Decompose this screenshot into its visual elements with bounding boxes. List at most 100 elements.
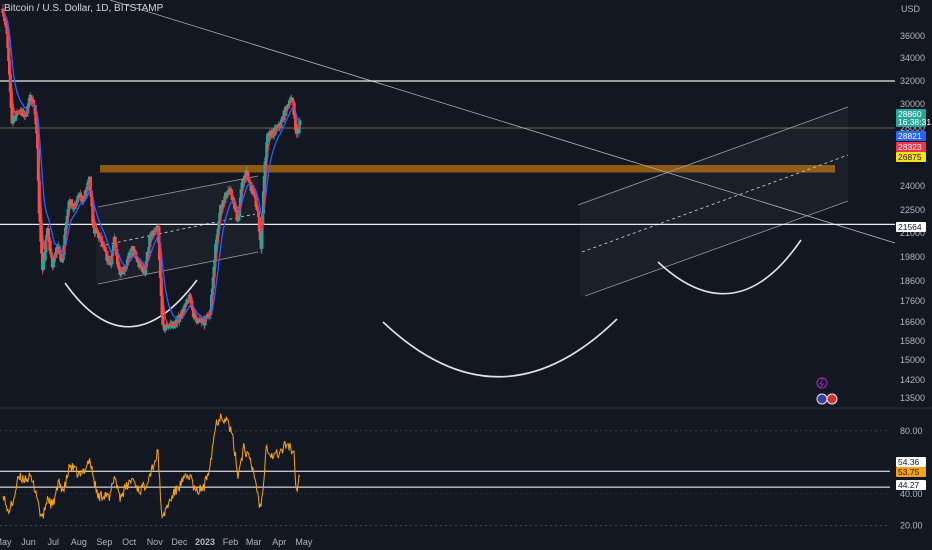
candle-body	[188, 294, 192, 298]
price-tag-label: 26875	[898, 152, 922, 162]
candle-body	[166, 327, 170, 329]
candle-body	[22, 116, 27, 118]
price-axis-label: 24000	[900, 181, 925, 191]
candle-body	[219, 205, 224, 207]
currency-label: USD	[901, 4, 921, 14]
candle-body	[156, 226, 160, 227]
price-tag-label: 21564	[898, 222, 922, 232]
candle-body	[257, 216, 262, 232]
price-axis-label: 17600	[900, 296, 925, 306]
candle-body	[29, 95, 33, 104]
time-axis-label: Nov	[147, 537, 164, 547]
candle-body	[158, 242, 162, 261]
candle-body	[13, 115, 17, 121]
supply-zone	[100, 165, 835, 173]
cup-arc	[657, 239, 802, 295]
candle-body	[206, 314, 210, 317]
rsi-tag-label: 54.36	[898, 457, 920, 467]
candle-body	[245, 170, 249, 173]
candle-body	[69, 199, 74, 208]
flag-icon	[826, 393, 838, 405]
price-axis-label: 36000	[900, 31, 925, 41]
candle-body	[131, 246, 135, 254]
candle-body	[277, 124, 281, 128]
price-axis-label: 30000	[900, 99, 925, 109]
candle-body	[125, 259, 130, 266]
candle-body	[234, 209, 238, 213]
candle-body	[251, 185, 255, 195]
candle-body	[10, 108, 14, 124]
candle-body	[256, 209, 260, 212]
candle-body	[101, 241, 105, 247]
candle-body	[60, 260, 64, 263]
candle-body	[205, 314, 210, 319]
candle-body	[163, 324, 167, 331]
candle-body	[97, 235, 102, 239]
price-tag-label: 28323	[898, 142, 922, 152]
descending-trendline	[109, 0, 896, 244]
candle-body	[50, 256, 55, 268]
candle-body	[247, 180, 252, 182]
candle-body	[6, 34, 10, 49]
candle-body	[289, 98, 293, 101]
candle-body	[7, 61, 12, 75]
flag-icon	[816, 393, 828, 405]
candle-body	[163, 328, 168, 331]
candle-body	[4, 24, 8, 28]
candle-body	[224, 192, 229, 198]
price-axis-label: 22500	[900, 205, 925, 215]
candle-body	[260, 225, 264, 249]
candle-body	[117, 267, 121, 270]
candle-body	[286, 104, 290, 109]
candle-body	[64, 221, 69, 228]
candle-body	[241, 179, 245, 183]
candle-body	[185, 299, 189, 304]
candle-body	[181, 309, 185, 317]
candle-body	[160, 295, 164, 317]
candle-body	[237, 216, 241, 221]
price-axis-label: 13500	[900, 393, 925, 403]
candle-body	[7, 48, 11, 62]
candle-body	[26, 103, 31, 106]
candle-body	[261, 191, 266, 214]
candle-body	[165, 324, 169, 329]
price-axis-label: 18600	[900, 276, 925, 286]
candle-body	[83, 190, 88, 197]
candle-body	[233, 201, 237, 209]
candle-body	[9, 91, 13, 109]
candle-body	[172, 321, 177, 323]
candle-body	[3, 21, 8, 25]
candle-body	[91, 206, 95, 223]
candle-body	[150, 234, 154, 236]
channel-edge	[97, 251, 259, 285]
price-tag-countdown: 16:38:31	[898, 117, 931, 127]
candle-body	[244, 170, 248, 180]
time-axis-label: Oct	[122, 537, 137, 547]
rsi-tag-label: 44.27	[898, 480, 920, 490]
price-axis-label: 15800	[900, 336, 925, 346]
candle-body	[135, 258, 139, 263]
candle-body	[119, 274, 123, 275]
candle-body	[211, 277, 215, 289]
candle-body	[154, 228, 158, 231]
candle-body	[298, 120, 302, 126]
time-axis-label: Dec	[171, 537, 188, 547]
price-tag-label: 28860	[898, 109, 922, 119]
rsi-axis-label: 80.00	[900, 426, 923, 436]
candle-body	[155, 226, 159, 229]
candle-body	[99, 235, 103, 243]
candle-body	[94, 228, 98, 231]
time-axis-label: Jun	[21, 537, 36, 547]
candle-body	[67, 201, 71, 210]
candle-body	[64, 227, 68, 235]
rsi-tag	[896, 457, 926, 467]
channel-edge	[584, 200, 849, 297]
candle-body	[297, 125, 301, 134]
candle-body	[293, 114, 297, 119]
ema-slow-line	[2, 12, 300, 320]
candle-body	[213, 259, 217, 267]
candle-body	[226, 190, 230, 196]
candle-body	[195, 322, 200, 324]
candle-body	[40, 241, 44, 254]
